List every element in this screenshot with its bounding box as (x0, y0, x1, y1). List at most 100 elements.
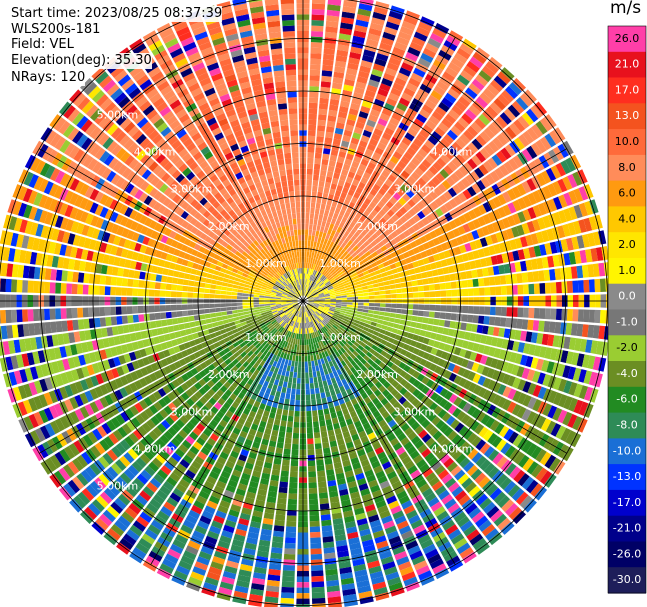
velocity-gate (322, 289, 329, 293)
velocity-gate (366, 254, 374, 261)
velocity-gate (472, 315, 479, 324)
velocity-gate (547, 198, 558, 212)
velocity-gate (356, 14, 370, 22)
velocity-gate (357, 251, 364, 258)
velocity-gate (318, 108, 328, 116)
velocity-gate (343, 84, 354, 92)
velocity-gate (159, 305, 166, 312)
velocity-gate (395, 227, 403, 235)
velocity-gate (528, 283, 535, 295)
velocity-gate (445, 312, 452, 320)
velocity-gate (496, 133, 508, 146)
velocity-gate (214, 303, 221, 308)
velocity-gate (478, 306, 485, 315)
velocity-gate (360, 158, 369, 167)
velocity-gate (242, 308, 249, 312)
velocity-gate (308, 286, 313, 292)
velocity-gate (401, 62, 414, 72)
velocity-gate (289, 371, 294, 378)
velocity-gate (381, 169, 390, 178)
velocity-gate (311, 282, 316, 288)
velocity-gate (321, 269, 327, 275)
velocity-gate (561, 281, 568, 294)
velocity-gate (312, 258, 316, 264)
velocity-gate (482, 109, 495, 122)
velocity-gate (368, 27, 382, 37)
velocity-gate (357, 226, 364, 234)
velocity-gate (526, 178, 537, 191)
velocity-gate (492, 209, 502, 220)
velocity-gate (242, 305, 249, 309)
velocity-gate (435, 207, 444, 217)
velocity-gate (343, 282, 350, 287)
velocity-gate (311, 275, 315, 282)
velocity-gate (188, 315, 195, 322)
velocity-gate (310, 257, 314, 264)
velocity-gate (409, 142, 420, 152)
velocity-gate (599, 310, 606, 324)
velocity-gate (398, 31, 412, 41)
velocity-gate (341, 11, 355, 19)
velocity-gate (347, 302, 353, 305)
velocity-gate (322, 530, 333, 538)
velocity-gate (300, 328, 303, 335)
velocity-gate (337, 240, 344, 247)
velocity-gate (341, 95, 351, 103)
velocity-gate (395, 283, 402, 289)
velocity-gate (381, 324, 388, 331)
velocity-gate (335, 303, 342, 306)
velocity-gate (444, 149, 455, 160)
velocity-gate (276, 385, 283, 392)
velocity-gate (350, 46, 363, 55)
velocity-gate (428, 165, 439, 176)
velocity-gate (340, 235, 347, 242)
velocity-gate (421, 207, 430, 217)
velocity-gate (512, 199, 522, 212)
velocity-gate (320, 425, 327, 433)
velocity-gate (543, 269, 551, 281)
velocity-gate (349, 51, 362, 60)
velocity-gate (273, 530, 284, 538)
velocity-gate (313, 293, 319, 297)
velocity-gate (358, 140, 368, 148)
velocity-gate (505, 317, 512, 328)
velocity-gate (478, 113, 491, 126)
velocity-gate (527, 271, 534, 283)
velocity-gate (432, 161, 443, 172)
velocity-gate (449, 321, 456, 329)
velocity-gate (403, 15, 418, 26)
velocity-gate (354, 173, 362, 182)
velocity-gate (335, 219, 341, 227)
velocity-gate (44, 308, 51, 321)
velocity-gate (253, 302, 259, 305)
velocity-gate (318, 292, 324, 296)
velocity-gate (287, 504, 297, 511)
velocity-gate (308, 476, 317, 483)
velocity-gate (517, 211, 527, 223)
velocity-gate (289, 399, 295, 406)
velocity-gate (82, 307, 89, 318)
velocity-gate (275, 447, 283, 454)
velocity-gate (309, 91, 319, 98)
velocity-gate (341, 204, 348, 212)
velocity-gate (307, 152, 315, 159)
velocity-gate (308, 124, 317, 131)
velocity-gate (132, 314, 139, 323)
velocity-gate (394, 201, 403, 210)
velocity-gate (539, 283, 546, 294)
velocity-gate (310, 263, 314, 270)
velocity-gate (311, 366, 316, 372)
velocity-gate (306, 174, 313, 181)
velocity-gate (345, 153, 354, 161)
velocity-gate (458, 214, 467, 225)
velocity-gate (347, 255, 354, 262)
velocity-gate (450, 125, 462, 137)
velocity-gate (210, 312, 217, 318)
velocity-gate (545, 167, 557, 182)
velocity-gate (364, 124, 374, 133)
velocity-gate (374, 236, 382, 244)
velocity-gate (296, 378, 301, 384)
velocity-gate (476, 180, 486, 191)
velocity-gate (303, 279, 305, 285)
velocity-gate (538, 270, 545, 282)
